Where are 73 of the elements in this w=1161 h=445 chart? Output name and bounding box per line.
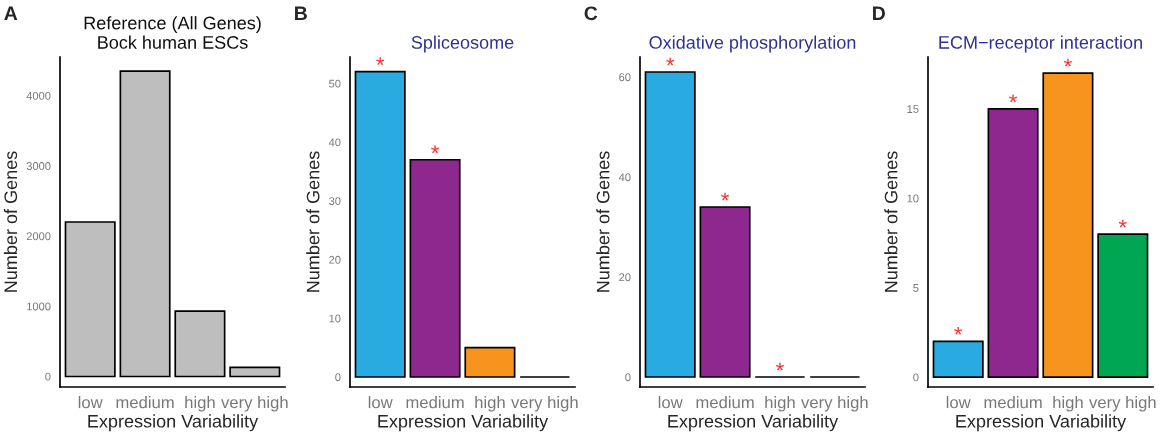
- text: B: [295, 6, 307, 20]
- x-tick-label: very high: [1089, 396, 1156, 412]
- bar: [409, 158, 461, 378]
- annotation: *: [954, 327, 963, 335]
- x-tick-label: medium: [116, 396, 174, 409]
- chart-title: Oxidative phosphorylation: [649, 35, 856, 53]
- bar: [1097, 233, 1149, 378]
- annotation: *: [1118, 219, 1127, 228]
- text: C: [584, 6, 598, 21]
- y-tick-label: 20: [619, 273, 631, 282]
- bar: [987, 108, 1039, 378]
- x-tick-label: low: [368, 396, 393, 409]
- y-tick-label: 0: [45, 372, 51, 381]
- x-axis-title: Expression Variability: [668, 414, 839, 432]
- y-tick-label: 10: [907, 194, 919, 203]
- x-tick-label: very high: [511, 396, 578, 412]
- y-tick-label: 40: [328, 138, 341, 147]
- annotation: *: [1063, 58, 1072, 67]
- y-tick-label: 4000: [26, 91, 51, 100]
- x-tick-label: low: [658, 396, 683, 409]
- x-tick-label: high: [475, 396, 505, 412]
- text: A: [4, 6, 18, 20]
- bar: [644, 71, 696, 378]
- y-tick-label: 5: [913, 284, 919, 292]
- x-axis-title: Expression Variability: [956, 414, 1127, 432]
- annotation: *: [1009, 94, 1018, 103]
- y-tick-label: 40: [618, 173, 631, 182]
- y-tick-label: 60: [619, 73, 631, 82]
- bar: [932, 340, 984, 378]
- bar: [354, 70, 406, 378]
- bar: [1042, 72, 1094, 378]
- x-tick-label: low: [78, 396, 103, 409]
- y-tick-label: 15: [907, 105, 919, 114]
- x-tick-label: high: [765, 396, 795, 412]
- bar: [174, 310, 226, 378]
- y-axis-title: Number of Genes: [306, 151, 320, 292]
- annotation: *: [775, 362, 784, 371]
- bar: [119, 70, 171, 378]
- x-tick-label: high: [1053, 396, 1083, 412]
- chart-title: Spliceosome: [411, 35, 514, 53]
- annotation: *: [376, 57, 385, 66]
- chart-title: Reference (All Genes) Bock human ESCs: [84, 16, 261, 49]
- x-tick-label: medium: [984, 396, 1042, 409]
- y-axis-title: Number of Genes: [3, 151, 18, 292]
- x-tick-label: medium: [406, 396, 464, 409]
- y-tick-label: 1000: [27, 302, 51, 311]
- y-tick-label: 0: [625, 373, 631, 382]
- x-tick-label: very high: [221, 396, 288, 412]
- annotation: *: [431, 145, 440, 154]
- x-tick-label: very high: [801, 396, 868, 412]
- y-tick-label: 30: [329, 197, 341, 205]
- x-tick-label: low: [946, 396, 971, 409]
- y-axis-title: Number of Genes: [596, 151, 610, 292]
- bar: [699, 206, 751, 378]
- y-tick-label: 0: [335, 373, 341, 382]
- text: D: [873, 6, 885, 20]
- x-tick-label: medium: [696, 396, 754, 409]
- bar: [464, 346, 516, 378]
- y-tick-label: 2000: [26, 232, 51, 241]
- y-tick-label: 20: [329, 255, 341, 264]
- annotation: *: [721, 192, 730, 201]
- annotation: *: [666, 57, 675, 66]
- y-tick-label: 10: [329, 314, 341, 323]
- x-axis-title: Expression Variability: [378, 414, 549, 432]
- y-tick-label: 50: [329, 79, 341, 88]
- bar: [64, 221, 116, 378]
- y-tick-label: 3000: [26, 162, 51, 170]
- x-tick-label: high: [185, 396, 215, 412]
- x-axis-title: Expression Variability: [88, 414, 259, 432]
- y-axis-title: Number of Genes: [884, 151, 898, 292]
- y-tick-label: 0: [913, 373, 919, 382]
- bar: [229, 366, 281, 378]
- chart-title: ECM−receptor interaction: [939, 35, 1142, 53]
